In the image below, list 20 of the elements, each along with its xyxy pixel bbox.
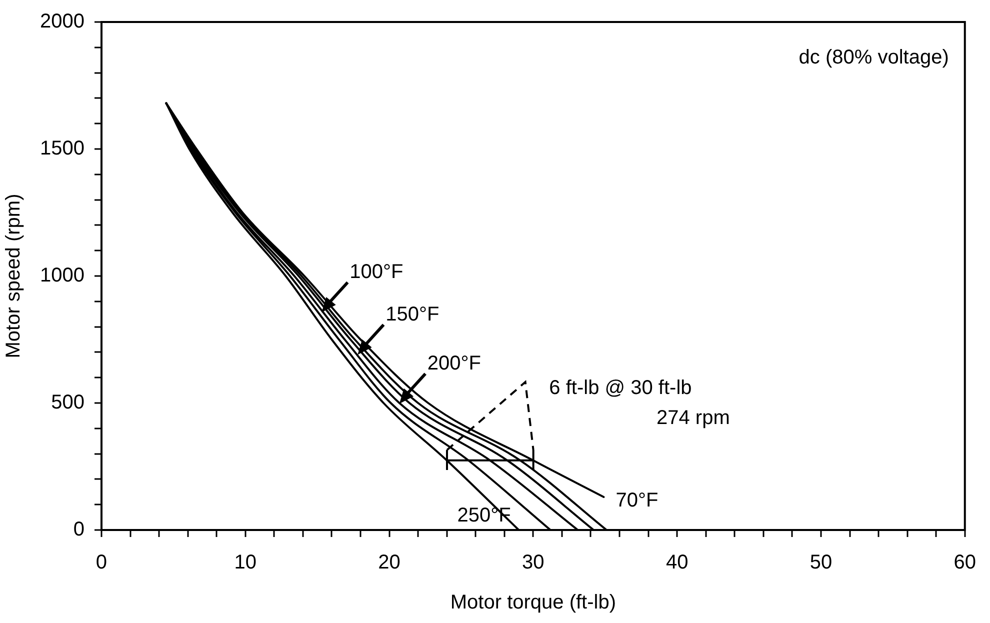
annotation: 70°F [616, 489, 658, 512]
x-tick-label: 40 [666, 552, 688, 574]
x-tick-label: 60 [954, 552, 976, 574]
y-tick-label: 0 [73, 518, 84, 541]
y-tick-label: 1500 [40, 138, 84, 160]
x-tick-label: 20 [378, 552, 400, 574]
x-axis-title: Motor torque (ft-lb) [450, 592, 616, 614]
text: dc (80% voltage) [798, 46, 949, 69]
y-tick-label: 2000 [40, 10, 84, 33]
annotation: 6 ft-lb @ 30 ft-lb 274 rpm [549, 376, 730, 429]
annotation: 100°F [350, 260, 404, 283]
x-tick-label: 50 [810, 552, 832, 574]
annotation: 150°F [386, 303, 440, 326]
y-tick-label: 1000 [40, 264, 84, 287]
x-tick-label: 10 [234, 552, 257, 574]
x-tick-label: 30 [522, 552, 544, 574]
y-axis-title: Motor speed (rpm) [2, 194, 25, 358]
annotation: 200°F [427, 352, 481, 374]
y-tick-label: 500 [51, 392, 84, 414]
x-tick-label: 0 [96, 552, 108, 574]
